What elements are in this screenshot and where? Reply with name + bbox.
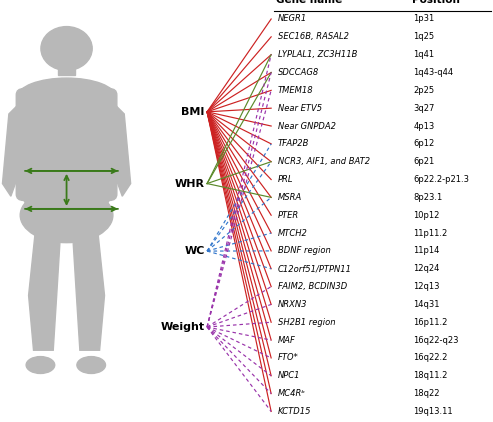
Polygon shape bbox=[104, 99, 131, 196]
Text: 16q22-q23: 16q22-q23 bbox=[413, 335, 458, 345]
Text: 19q13.11: 19q13.11 bbox=[413, 407, 453, 416]
Text: 2p25: 2p25 bbox=[413, 86, 434, 95]
Text: MSRA: MSRA bbox=[278, 193, 302, 202]
Text: NCR3, AIF1, and BAT2: NCR3, AIF1, and BAT2 bbox=[278, 157, 370, 166]
Text: BMI: BMI bbox=[181, 107, 205, 117]
Text: 18q22: 18q22 bbox=[413, 389, 440, 398]
Text: FTO*: FTO* bbox=[278, 354, 298, 362]
Text: 6p12: 6p12 bbox=[413, 139, 434, 149]
Text: WC: WC bbox=[184, 246, 205, 256]
Text: MAF: MAF bbox=[278, 335, 295, 345]
Text: LYPLAL1, ZC3H11B: LYPLAL1, ZC3H11B bbox=[278, 50, 357, 59]
Text: TMEM18: TMEM18 bbox=[278, 86, 313, 95]
Text: Weight: Weight bbox=[160, 322, 205, 332]
Text: 12q24: 12q24 bbox=[413, 264, 439, 273]
Text: Near GNPDA2: Near GNPDA2 bbox=[278, 122, 336, 130]
Text: TFAP2B: TFAP2B bbox=[278, 139, 309, 149]
Text: FAIM2, BCDIN3D: FAIM2, BCDIN3D bbox=[278, 282, 347, 291]
Ellipse shape bbox=[19, 147, 114, 220]
Text: SDCCAG8: SDCCAG8 bbox=[278, 68, 319, 77]
Text: C12orf51/PTPN11: C12orf51/PTPN11 bbox=[278, 264, 352, 273]
Ellipse shape bbox=[17, 78, 116, 116]
Text: MC4Rᵇ: MC4Rᵇ bbox=[278, 389, 306, 398]
Text: 6p22.2-p21.3: 6p22.2-p21.3 bbox=[413, 175, 469, 184]
Text: Gene name: Gene name bbox=[276, 0, 342, 5]
Text: 1q41: 1q41 bbox=[413, 50, 434, 59]
Polygon shape bbox=[2, 99, 30, 196]
Text: 11p14: 11p14 bbox=[413, 246, 439, 255]
Text: 18q11.2: 18q11.2 bbox=[413, 371, 448, 380]
FancyBboxPatch shape bbox=[16, 89, 117, 200]
Text: 11p11.2: 11p11.2 bbox=[413, 229, 447, 238]
Text: 6p21: 6p21 bbox=[413, 157, 434, 166]
Ellipse shape bbox=[26, 357, 55, 373]
Text: 14q31: 14q31 bbox=[413, 300, 440, 309]
Text: 10p12: 10p12 bbox=[413, 211, 439, 220]
Text: PTER: PTER bbox=[278, 211, 299, 220]
Text: 16p11.2: 16p11.2 bbox=[413, 318, 448, 327]
Text: NEGR1: NEGR1 bbox=[278, 14, 307, 24]
Text: 1q25: 1q25 bbox=[413, 32, 434, 41]
Text: BDNF region: BDNF region bbox=[278, 246, 330, 255]
Circle shape bbox=[41, 27, 92, 70]
Polygon shape bbox=[29, 215, 62, 350]
Text: SH2B1 region: SH2B1 region bbox=[278, 318, 335, 327]
Text: 16q22.2: 16q22.2 bbox=[413, 354, 448, 362]
Polygon shape bbox=[71, 215, 105, 350]
Text: Near ETV5: Near ETV5 bbox=[278, 104, 322, 113]
Text: NPC1: NPC1 bbox=[278, 371, 300, 380]
Ellipse shape bbox=[77, 357, 106, 373]
Text: 1q43-q44: 1q43-q44 bbox=[413, 68, 453, 77]
Text: KCTD15: KCTD15 bbox=[278, 407, 311, 416]
Text: SEC16B, RASAL2: SEC16B, RASAL2 bbox=[278, 32, 349, 41]
Text: 3q27: 3q27 bbox=[413, 104, 434, 113]
Text: 12q13: 12q13 bbox=[413, 282, 440, 291]
Text: WHR: WHR bbox=[175, 179, 205, 189]
Text: 8p23.1: 8p23.1 bbox=[413, 193, 442, 202]
Text: 4p13: 4p13 bbox=[413, 122, 434, 130]
Text: PRL: PRL bbox=[278, 175, 293, 184]
Ellipse shape bbox=[20, 188, 113, 243]
Text: MTCH2: MTCH2 bbox=[278, 229, 308, 238]
Text: 1p31: 1p31 bbox=[413, 14, 434, 24]
Text: Position: Position bbox=[412, 0, 459, 5]
FancyBboxPatch shape bbox=[58, 63, 75, 75]
Text: NRXN3: NRXN3 bbox=[278, 300, 307, 309]
